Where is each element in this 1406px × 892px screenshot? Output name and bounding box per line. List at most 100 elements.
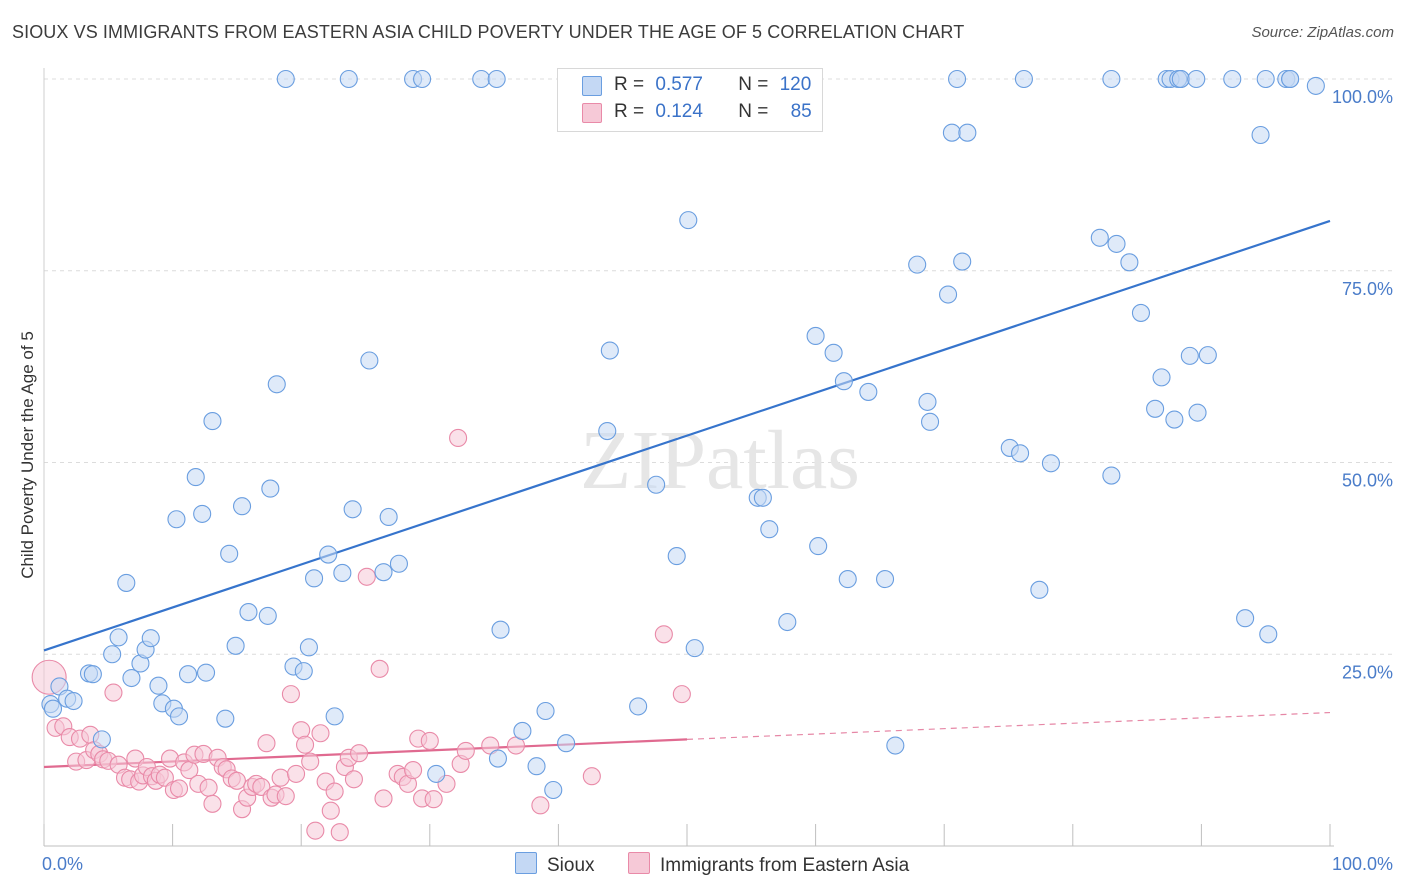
point-immigrants: [321, 801, 340, 820]
chart-title: SIOUX VS IMMIGRANTS FROM EASTERN ASIA CH…: [12, 22, 965, 42]
point-sioux: [1030, 580, 1049, 599]
point-sioux: [513, 721, 532, 741]
point-immigrants: [276, 787, 295, 806]
y-tick-label: 50.0%: [1342, 471, 1393, 491]
point-sioux: [1223, 69, 1242, 89]
point-sioux: [667, 547, 686, 566]
legend-item-sioux[interactable]: Sioux: [515, 852, 595, 877]
point-sioux: [1251, 125, 1270, 145]
point-immigrants: [404, 761, 423, 780]
point-immigrants: [301, 752, 320, 771]
point-sioux: [43, 699, 63, 718]
point-sioux: [319, 545, 338, 564]
point-sioux: [122, 668, 141, 688]
point-sioux: [834, 372, 853, 391]
r-value: 0.124: [655, 101, 703, 122]
point-sioux: [427, 764, 446, 783]
point-sioux: [824, 343, 843, 362]
point-sioux: [1090, 228, 1109, 247]
point-immigrants: [104, 683, 123, 702]
point-immigrants: [257, 734, 276, 753]
axes: [43, 68, 1334, 847]
point-sioux: [216, 709, 235, 728]
point-sioux: [276, 69, 295, 89]
point-sioux: [294, 662, 313, 681]
source-label: Source: ZipAtlas.com: [1251, 24, 1394, 41]
point-sioux: [141, 629, 160, 648]
point-immigrants: [357, 567, 376, 586]
point-sioux: [1120, 253, 1139, 272]
point-sioux: [379, 507, 398, 527]
point-immigrants: [531, 796, 550, 815]
point-immigrants: [449, 428, 468, 448]
point-sioux: [544, 780, 563, 800]
point-sioux: [886, 736, 905, 755]
legend-item-immigrants[interactable]: Immigrants from Eastern Asia: [628, 852, 909, 877]
point-sioux: [1131, 303, 1151, 322]
point-sioux: [958, 123, 977, 142]
point-immigrants: [306, 821, 325, 840]
point-sioux: [220, 544, 239, 563]
n-label: N =: [738, 101, 769, 122]
point-sioux: [1152, 368, 1171, 387]
point-sioux: [1259, 625, 1278, 644]
point-sioux: [557, 734, 576, 753]
point-sioux: [193, 504, 212, 523]
y-tick-label: 100.0%: [1332, 87, 1393, 107]
legend-swatch-immigrants: [628, 852, 650, 874]
point-immigrants: [287, 764, 306, 783]
point-sioux: [1014, 69, 1033, 89]
watermark: ZIPatlas: [580, 414, 860, 507]
point-sioux: [1102, 69, 1121, 89]
point-immigrants: [456, 741, 475, 760]
point-immigrants: [271, 768, 290, 787]
point-immigrants: [227, 771, 246, 790]
point-sioux: [600, 341, 619, 360]
point-sioux: [305, 569, 324, 588]
point-sioux: [413, 69, 432, 89]
point-sioux: [299, 638, 318, 657]
point-sioux: [83, 665, 102, 684]
point-sioux: [374, 563, 393, 582]
point-sioux: [325, 707, 344, 726]
point-sioux: [1256, 69, 1275, 89]
point-immigrants: [281, 685, 300, 704]
point-sioux: [875, 570, 895, 589]
legend-swatch-immigrants: [582, 103, 602, 123]
point-sioux: [778, 612, 797, 632]
x-tick-label: 100.0%: [1332, 854, 1393, 874]
stats-legend: R = 0.577 N = 120 R = 0.124 N = 85: [557, 68, 823, 132]
point-immigrants: [654, 625, 673, 644]
point-sioux: [753, 488, 772, 507]
point-sioux: [267, 375, 286, 394]
point-sioux: [629, 697, 648, 716]
point-sioux: [339, 69, 358, 89]
point-immigrants: [203, 794, 222, 813]
point-immigrants: [350, 744, 369, 763]
point-immigrants: [344, 770, 363, 789]
point-sioux: [1236, 609, 1255, 628]
point-immigrants: [424, 790, 443, 809]
point-sioux: [948, 69, 967, 89]
point-sioux: [1188, 403, 1207, 422]
point-sioux: [117, 573, 136, 592]
point-sioux: [109, 628, 128, 647]
point-sioux: [258, 606, 277, 625]
point-sioux: [1281, 69, 1300, 89]
point-sioux: [488, 749, 508, 768]
legend-label-sioux: Sioux: [547, 855, 595, 876]
point-sioux: [343, 500, 362, 519]
point-sioux: [472, 69, 491, 89]
point-sioux: [1306, 76, 1325, 95]
point-sioux: [491, 620, 510, 639]
point-sioux: [196, 663, 216, 682]
point-immigrants: [199, 778, 218, 797]
point-sioux: [838, 570, 857, 589]
legend-swatch-sioux: [515, 852, 537, 874]
point-immigrants: [169, 779, 189, 798]
point-sioux: [908, 255, 927, 274]
point-sioux: [806, 326, 825, 345]
trend-line-immigrants-extension: [686, 711, 1331, 740]
r-value: 0.577: [655, 74, 703, 95]
